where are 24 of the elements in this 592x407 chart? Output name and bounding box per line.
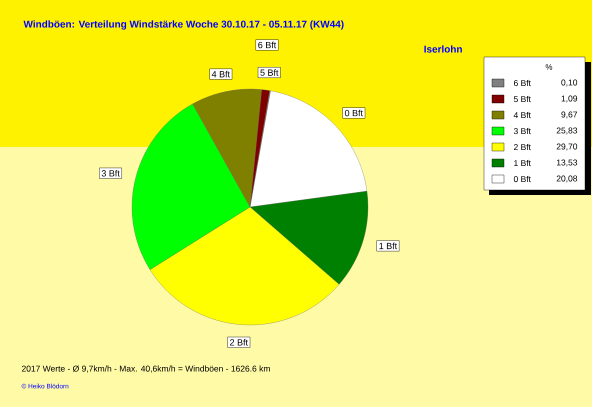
slice-label: 3 Bft	[102, 170, 120, 177]
slice-label: 1 Bft	[379, 242, 398, 250]
slice-label: 0 Bft	[344, 110, 363, 116]
legend-label: 6 Bft	[514, 80, 531, 86]
slice-label: 2 Bft	[230, 339, 248, 346]
slice-label: 5 Bft	[260, 69, 278, 76]
chart-subtitle: Iserlohn	[424, 45, 462, 53]
legend-label: 5 Bft	[514, 96, 531, 102]
data-label: 0,10	[561, 80, 578, 86]
legend-label: 3 Bft	[514, 128, 531, 134]
data-label: 1,09	[562, 96, 578, 102]
data-label: 13,53	[556, 160, 578, 166]
text: 2017 Werte - Ø 9,7km/h - Max. 40,6km/h = Windböen - 1626.6 km	[22, 365, 270, 373]
legend-label: 0 Bft	[514, 176, 531, 182]
slice-label: 4 Bft	[212, 70, 230, 78]
data-label: 20,08	[556, 176, 578, 182]
category-label: 6 Bft	[258, 42, 276, 48]
data-label: 25,83	[556, 128, 578, 134]
data-label: 9,67	[561, 112, 578, 118]
legend-label: 2 Bft	[514, 144, 531, 150]
chart-title: Windböen: Verteilung Windstärke Woche 30.10.17 - 05.11.17 (KW44)	[24, 20, 344, 30]
data-label: 29,70	[556, 144, 578, 150]
legend-label: 1 Bft	[514, 160, 531, 166]
legend-label: 4 Bft	[514, 112, 531, 118]
